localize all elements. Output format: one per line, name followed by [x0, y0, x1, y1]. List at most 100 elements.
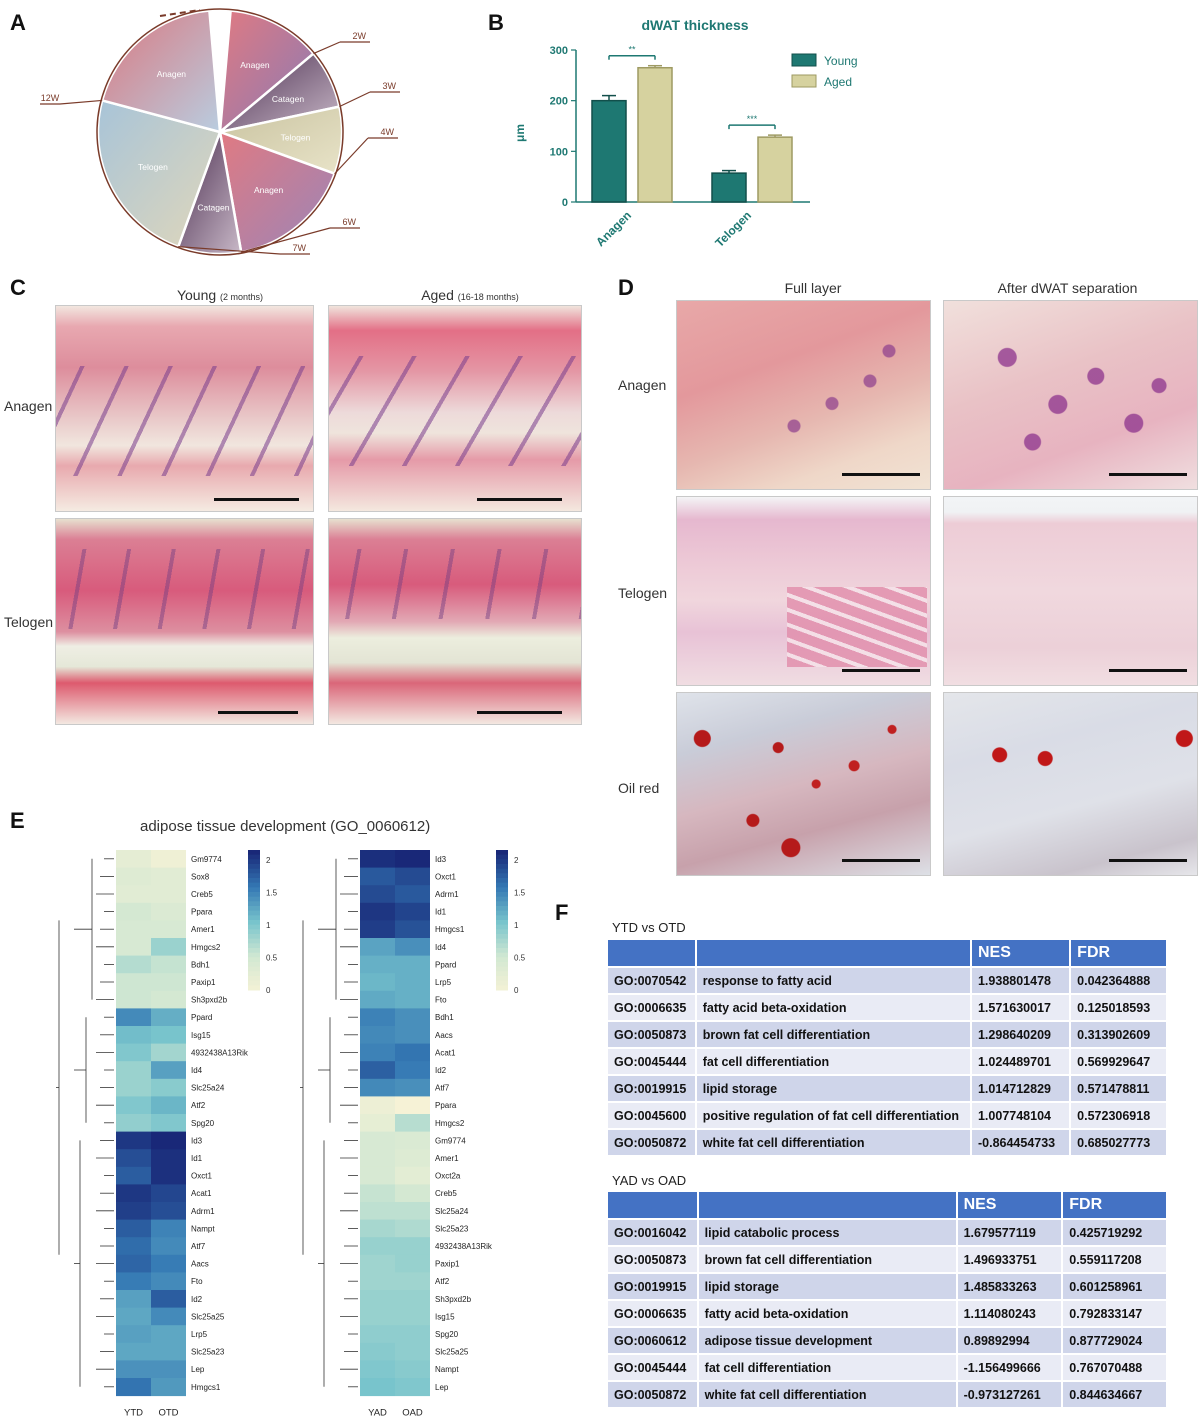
heatmap-cell [360, 990, 395, 1009]
term-cell: fatty acid beta-oxidation [696, 995, 972, 1020]
gene-label: Ppard [435, 960, 456, 969]
heatmap-cell [116, 1078, 151, 1097]
pie-tick-label: 6W [343, 217, 357, 227]
header-go-id [608, 1192, 699, 1218]
nes-cell: 1.938801478 [971, 968, 1072, 993]
gene-label: 4932438A13Rik [191, 1048, 249, 1057]
fdr-cell: 0.571478811 [1071, 1076, 1168, 1101]
heatmap-cell [395, 955, 430, 974]
gene-label: Fto [435, 996, 447, 1005]
gene-label: Hmgcs2 [435, 1119, 465, 1128]
color-scale-segment [496, 906, 508, 912]
gene-label: Atf2 [191, 1101, 206, 1110]
color-scale-segment [248, 915, 260, 921]
heatmap-cell [395, 1043, 430, 1062]
scale-bar [842, 859, 920, 862]
go-id-cell: GO:0050873 [608, 1247, 699, 1272]
bar [637, 66, 673, 203]
heatmap-cell [116, 1096, 151, 1115]
heatmap-cell [360, 1008, 395, 1027]
heatmap-cell [116, 1325, 151, 1344]
gene-label: Bdh1 [191, 960, 210, 969]
color-scale-segment [496, 948, 508, 954]
term-cell: fatty acid beta-oxidation [698, 1301, 958, 1326]
nes-cell: 1.298640209 [971, 1022, 1072, 1047]
go-id-cell: GO:0019915 [608, 1274, 699, 1299]
panel-label-d: D [618, 275, 634, 300]
heatmap-cell [395, 973, 430, 992]
color-scale-segment [248, 901, 260, 907]
nes-cell: 1.014712829 [971, 1076, 1072, 1101]
color-scale-segment [248, 957, 260, 963]
heatmap-cell [360, 1114, 395, 1133]
heatmap-cell [395, 1026, 430, 1045]
go-id-cell: GO:0019915 [608, 1076, 697, 1101]
panel-label-e: E [10, 808, 25, 833]
heatmap-cell [395, 1131, 430, 1150]
fdr-cell: 0.601258961 [1063, 1274, 1168, 1299]
heatmap-cell [116, 1254, 151, 1273]
color-scale-segment [496, 915, 508, 921]
color-scale-label: 0 [266, 986, 271, 995]
heatmap-cell [151, 1026, 186, 1045]
header-fdr: FDR [1071, 940, 1168, 966]
color-scale-segment [248, 864, 260, 870]
color-scale-segment [496, 976, 508, 982]
heatmap-cell [151, 1184, 186, 1203]
color-scale-segment [496, 864, 508, 870]
heatmap-cell [151, 1254, 186, 1273]
gsea-table-yad-oad: NES FDR GO:0016042 lipid catabolic proces… [608, 1190, 1168, 1409]
y-tick-label: 0 [562, 197, 568, 209]
color-scale-segment [496, 943, 508, 949]
table-header-row: NES FDR [608, 1192, 1168, 1218]
color-scale-segment [496, 854, 508, 860]
chart-title: dWAT thickness [641, 17, 748, 33]
heatmap-cell [151, 955, 186, 974]
heatmap-cell [151, 1307, 186, 1326]
heatmap-cell [395, 920, 430, 939]
gene-label: Lep [191, 1365, 205, 1374]
color-scale-segment [248, 943, 260, 949]
legend-swatch [791, 74, 817, 88]
c-col-aged: Aged (16-18 months) [370, 287, 570, 303]
heatmap-cell [360, 1149, 395, 1168]
heatmap-cell [395, 1325, 430, 1344]
heatmap-cell [395, 1008, 430, 1027]
category-label: Telogen [712, 208, 754, 250]
significance-label: ** [628, 45, 636, 55]
pie-slice-label: Telogen [281, 132, 311, 142]
heatmap-cell [395, 1096, 430, 1115]
heatmap-figure: Gm9774 Sox8 Creb5 Ppara Amer1 Hmgcs2 Bdh1 Paxip… [56, 850, 526, 1418]
gene-label: Ppard [191, 1013, 212, 1022]
gene-label: Id1 [191, 1154, 203, 1163]
fdr-cell: 0.569929647 [1071, 1049, 1168, 1074]
color-scale-segment [248, 854, 260, 860]
heatmap-cell [151, 1360, 186, 1379]
nes-cell: 1.496933751 [957, 1247, 1064, 1272]
gene-label: Lrp5 [435, 978, 452, 987]
color-scale-segment [496, 929, 508, 935]
color-scale-segment [248, 920, 260, 926]
pie-gap [209, 9, 231, 133]
color-scale-segment [496, 980, 508, 986]
header-nes: NES [957, 1192, 1064, 1218]
go-id-cell: GO:0050873 [608, 1022, 697, 1047]
panel-label-f: F [555, 900, 569, 925]
color-scale-label: 1 [514, 921, 519, 930]
heatmap-cell [151, 1237, 186, 1256]
color-scale-label: 0.5 [514, 954, 526, 963]
heatmap-cell [116, 1061, 151, 1080]
table-row: GO:0060612 adipose tissue development 0.89… [608, 1328, 1168, 1353]
nes-cell: 1.024489701 [971, 1049, 1072, 1074]
gene-label: Hmgcs1 [191, 1383, 221, 1392]
gene-label: Hmgcs1 [435, 925, 465, 934]
heatmap-cell [360, 955, 395, 974]
color-scale-segment [248, 882, 260, 888]
fdr-cell: 0.685027773 [1071, 1130, 1168, 1155]
color-scale-segment [496, 934, 508, 940]
table-row: GO:0045444 fat cell differentiation -1.156… [608, 1355, 1168, 1380]
heatmap-cell [116, 1360, 151, 1379]
c-row-anagen: Anagen [4, 398, 53, 414]
gene-label: Id3 [191, 1136, 203, 1145]
pie-outline [96, 8, 344, 256]
